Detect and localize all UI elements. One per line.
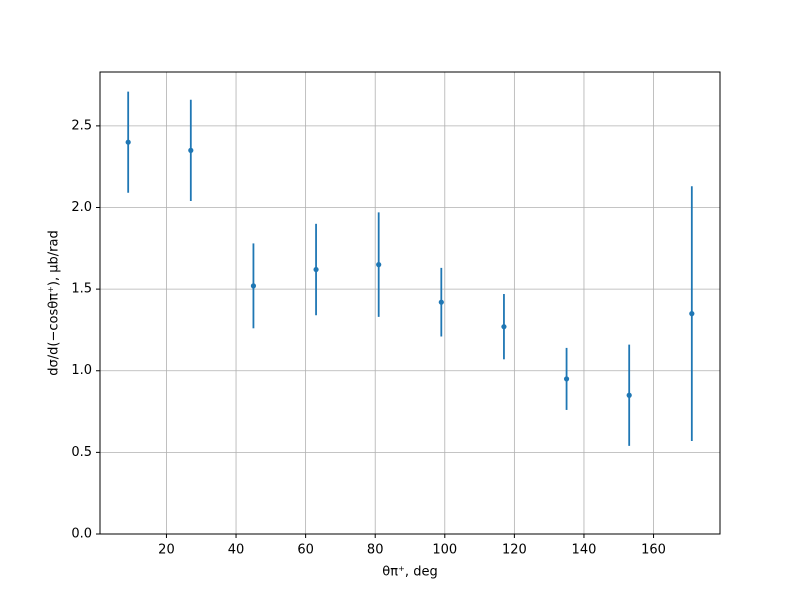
plot-frame [99, 71, 721, 535]
x-tick-label: 160 [641, 543, 666, 558]
x-tick-label: 80 [367, 543, 384, 558]
x-tick-label: 40 [228, 543, 245, 558]
y-tick-label: 1.0 [71, 363, 92, 378]
y-tick-label: 0.5 [71, 445, 92, 460]
y-tick-label: 2.5 [71, 118, 92, 133]
y-tick-label: 0.0 [71, 527, 92, 542]
y-tick-label: 1.5 [71, 282, 92, 297]
point [125, 139, 131, 145]
x-tick-label: 60 [297, 543, 314, 558]
point [501, 324, 507, 330]
point [188, 147, 194, 153]
point [626, 392, 632, 398]
point [563, 376, 570, 382]
point [689, 311, 695, 317]
x-tick-label: 100 [432, 543, 457, 558]
point [250, 283, 257, 289]
x-tick-label: 20 [158, 543, 175, 558]
point [438, 299, 444, 305]
y-axis-label: dσ/d(−cosθπ⁺), μb/rad [47, 230, 62, 375]
x-tick-label: 140 [572, 543, 597, 558]
x-axis-label: θπ⁺, deg [382, 565, 437, 580]
point [313, 266, 319, 273]
point [376, 262, 382, 268]
y-tick-label: 2.0 [71, 200, 92, 215]
x-tick-label: 120 [502, 543, 527, 558]
